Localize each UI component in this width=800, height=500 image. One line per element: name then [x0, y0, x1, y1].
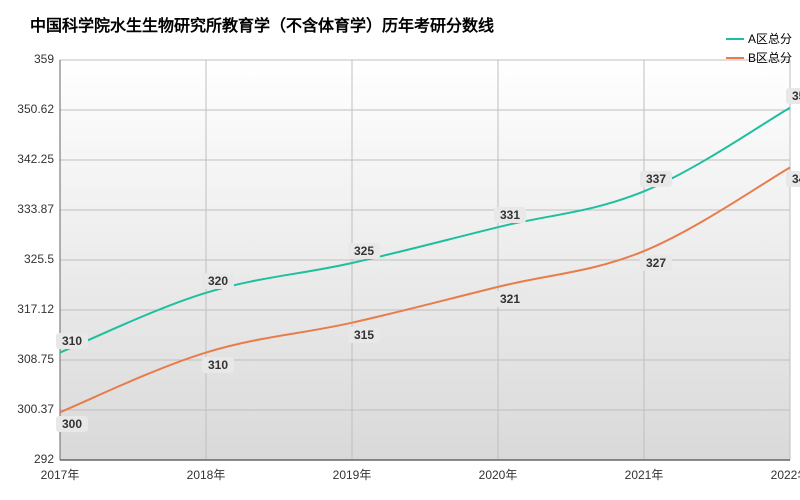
line-chart: 中国科学院水生生物研究所教育学（不含体育学）历年考研分数线 A区总分 B区总分 2… — [0, 0, 800, 500]
legend-label: A区总分 — [748, 30, 792, 47]
legend-swatch — [726, 57, 744, 59]
x-tick-label: 2022年 — [765, 466, 800, 483]
y-tick-label: 342.25 — [4, 152, 54, 166]
data-label: 327 — [640, 255, 672, 271]
x-tick-label: 2020年 — [473, 466, 523, 483]
y-tick-label: 317.12 — [4, 302, 54, 316]
chart-canvas — [0, 0, 800, 500]
data-label: 341 — [786, 171, 800, 187]
y-tick-label: 292 — [4, 452, 54, 466]
legend-item: A区总分 — [726, 30, 792, 47]
legend: A区总分 B区总分 — [726, 30, 792, 66]
y-tick-label: 308.75 — [4, 352, 54, 366]
data-label: 331 — [494, 207, 526, 223]
data-label: 321 — [494, 291, 526, 307]
data-label: 310 — [202, 357, 234, 373]
data-label: 337 — [640, 171, 672, 187]
x-tick-label: 2018年 — [181, 466, 231, 483]
data-label: 300 — [56, 416, 88, 432]
y-tick-label: 359 — [4, 52, 54, 66]
y-tick-label: 300.37 — [4, 402, 54, 416]
data-label: 310 — [56, 333, 88, 349]
y-tick-label: 325.5 — [4, 252, 54, 266]
x-tick-label: 2019年 — [327, 466, 377, 483]
legend-label: B区总分 — [748, 49, 792, 66]
data-label: 351 — [786, 88, 800, 104]
chart-title: 中国科学院水生生物研究所教育学（不含体育学）历年考研分数线 — [30, 12, 494, 36]
legend-item: B区总分 — [726, 49, 792, 66]
data-label: 325 — [348, 243, 380, 259]
x-tick-label: 2021年 — [619, 466, 669, 483]
data-label: 320 — [202, 273, 234, 289]
y-tick-label: 350.62 — [4, 102, 54, 116]
y-tick-label: 333.87 — [4, 202, 54, 216]
legend-swatch — [726, 38, 744, 40]
x-tick-label: 2017年 — [35, 466, 85, 483]
data-label: 315 — [348, 327, 380, 343]
